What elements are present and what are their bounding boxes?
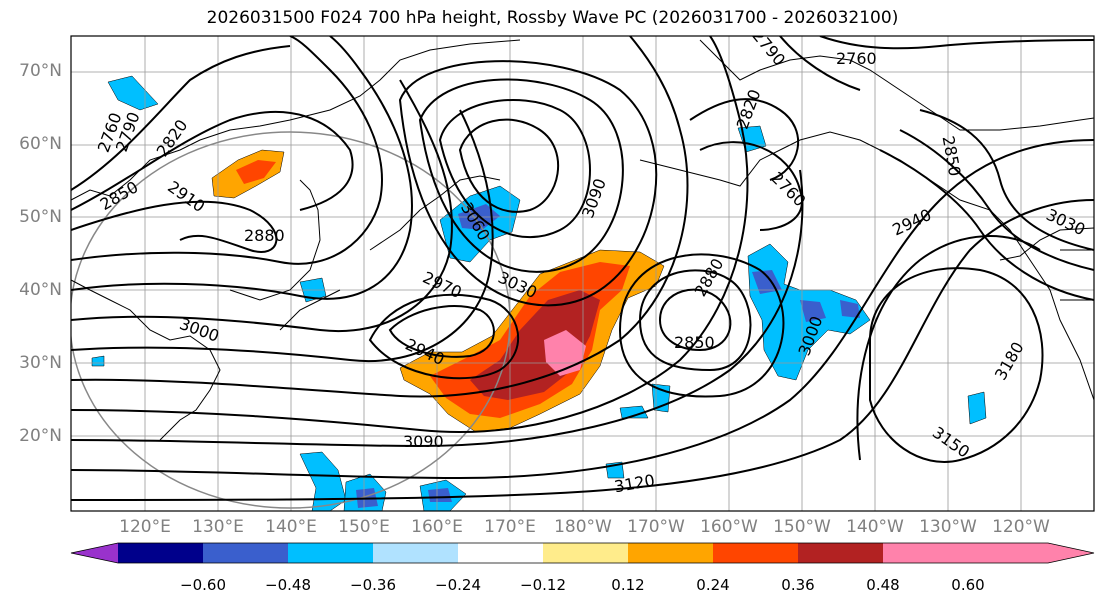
lon-label: 160°W xyxy=(700,517,758,537)
colorbar-segment xyxy=(373,543,458,563)
map-title: 2026031500 F024 700 hPa height, Rossby W… xyxy=(206,8,899,28)
colorbar-tick: −0.48 xyxy=(265,576,311,594)
lon-label: 160°E xyxy=(411,517,463,537)
colorbar-segment xyxy=(713,543,798,563)
contour-label-3090: 3090 xyxy=(403,432,444,451)
colorbar-segment xyxy=(288,543,373,563)
colorbar-tick: 0.48 xyxy=(866,576,900,594)
lon-label: 130°E xyxy=(192,517,244,537)
colorbar-tick: −0.36 xyxy=(350,576,396,594)
lon-label: 140°E xyxy=(265,517,317,537)
contour-label-2850-east: 2850 xyxy=(674,333,715,352)
colorbar-segment xyxy=(543,543,628,563)
lon-label: 180°W xyxy=(554,517,612,537)
colorbar-tick: 0.12 xyxy=(611,576,645,594)
colorbar-tick: 0.36 xyxy=(781,576,815,594)
colorbar-tick: 0.24 xyxy=(696,576,730,594)
height-contours xyxy=(71,36,1094,501)
colorbar-tick: −0.12 xyxy=(520,576,566,594)
colorbar-segment xyxy=(203,543,288,563)
lat-label: 60°N xyxy=(19,134,62,154)
lat-label: 50°N xyxy=(19,207,62,227)
contour-label-2880: 2880 xyxy=(244,226,285,245)
map-frame xyxy=(70,35,1095,512)
colorbar-extend-right xyxy=(883,543,1094,563)
lon-label: 150°W xyxy=(773,517,831,537)
colorbar-segment xyxy=(118,543,203,563)
colorbar-tick: 0.60 xyxy=(951,576,985,594)
lat-label: 40°N xyxy=(19,280,62,300)
colorbar-tick: −0.60 xyxy=(180,576,226,594)
lat-label: 20°N xyxy=(19,426,62,446)
lat-label: 70°N xyxy=(19,61,62,81)
lat-label: 30°N xyxy=(19,353,62,373)
colorbar-segment xyxy=(628,543,713,563)
colorbar-extend-left xyxy=(71,543,118,563)
lon-label: 120°W xyxy=(992,517,1050,537)
contour-label-2760-north: 2760 xyxy=(836,49,877,68)
lon-label: 130°W xyxy=(919,517,977,537)
colorbar-segment xyxy=(458,543,543,563)
lon-label: 170°E xyxy=(484,517,536,537)
colorbar xyxy=(70,542,1095,564)
colorbar-tick: −0.24 xyxy=(435,576,481,594)
positive-anomaly-shading xyxy=(211,149,665,433)
lon-label: 170°W xyxy=(627,517,685,537)
lon-label: 120°E xyxy=(119,517,171,537)
lon-label: 140°W xyxy=(846,517,904,537)
lon-label: 150°E xyxy=(338,517,390,537)
reference-circle xyxy=(71,131,511,509)
colorbar-segment xyxy=(798,543,883,563)
